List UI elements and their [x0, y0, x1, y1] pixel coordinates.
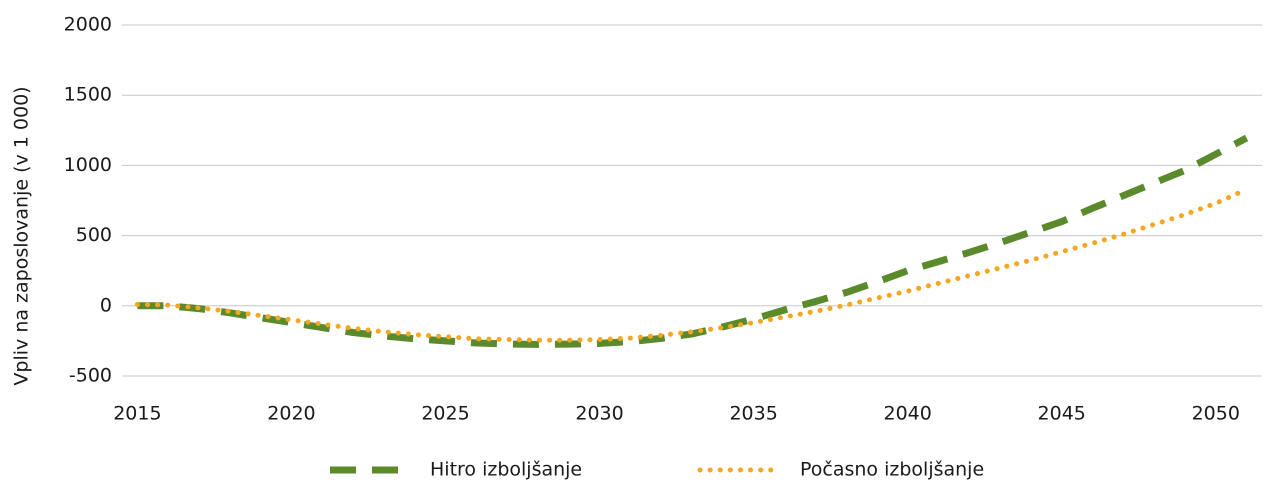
legend-label: Počasno izboljšanje: [800, 459, 984, 481]
y-tick-label: 2000: [64, 14, 112, 36]
y-tick-label: 0: [100, 294, 112, 316]
y-tick-label: 500: [76, 224, 112, 246]
y-tick-label: 1000: [64, 154, 112, 176]
x-tick-label: 2020: [267, 403, 315, 425]
x-tick-label: 2035: [729, 403, 777, 425]
series-line: [134, 186, 1250, 343]
x-tick-label: 2030: [575, 403, 623, 425]
x-tick-label: 2025: [421, 403, 469, 425]
y-tick-label: -500: [69, 365, 112, 387]
series-line: [137, 134, 1249, 348]
x-tick-label: 2015: [113, 403, 161, 425]
x-tick-label: 2045: [1038, 403, 1086, 425]
legend-label: Hitro izboljšanje: [430, 459, 582, 481]
y-tick-label: 1500: [64, 84, 112, 106]
x-tick-label: 2050: [1192, 403, 1240, 425]
y-axis-label: Vpliv na zaposlovanje (v 1 000): [11, 86, 33, 385]
x-tick-label: 2040: [883, 403, 931, 425]
